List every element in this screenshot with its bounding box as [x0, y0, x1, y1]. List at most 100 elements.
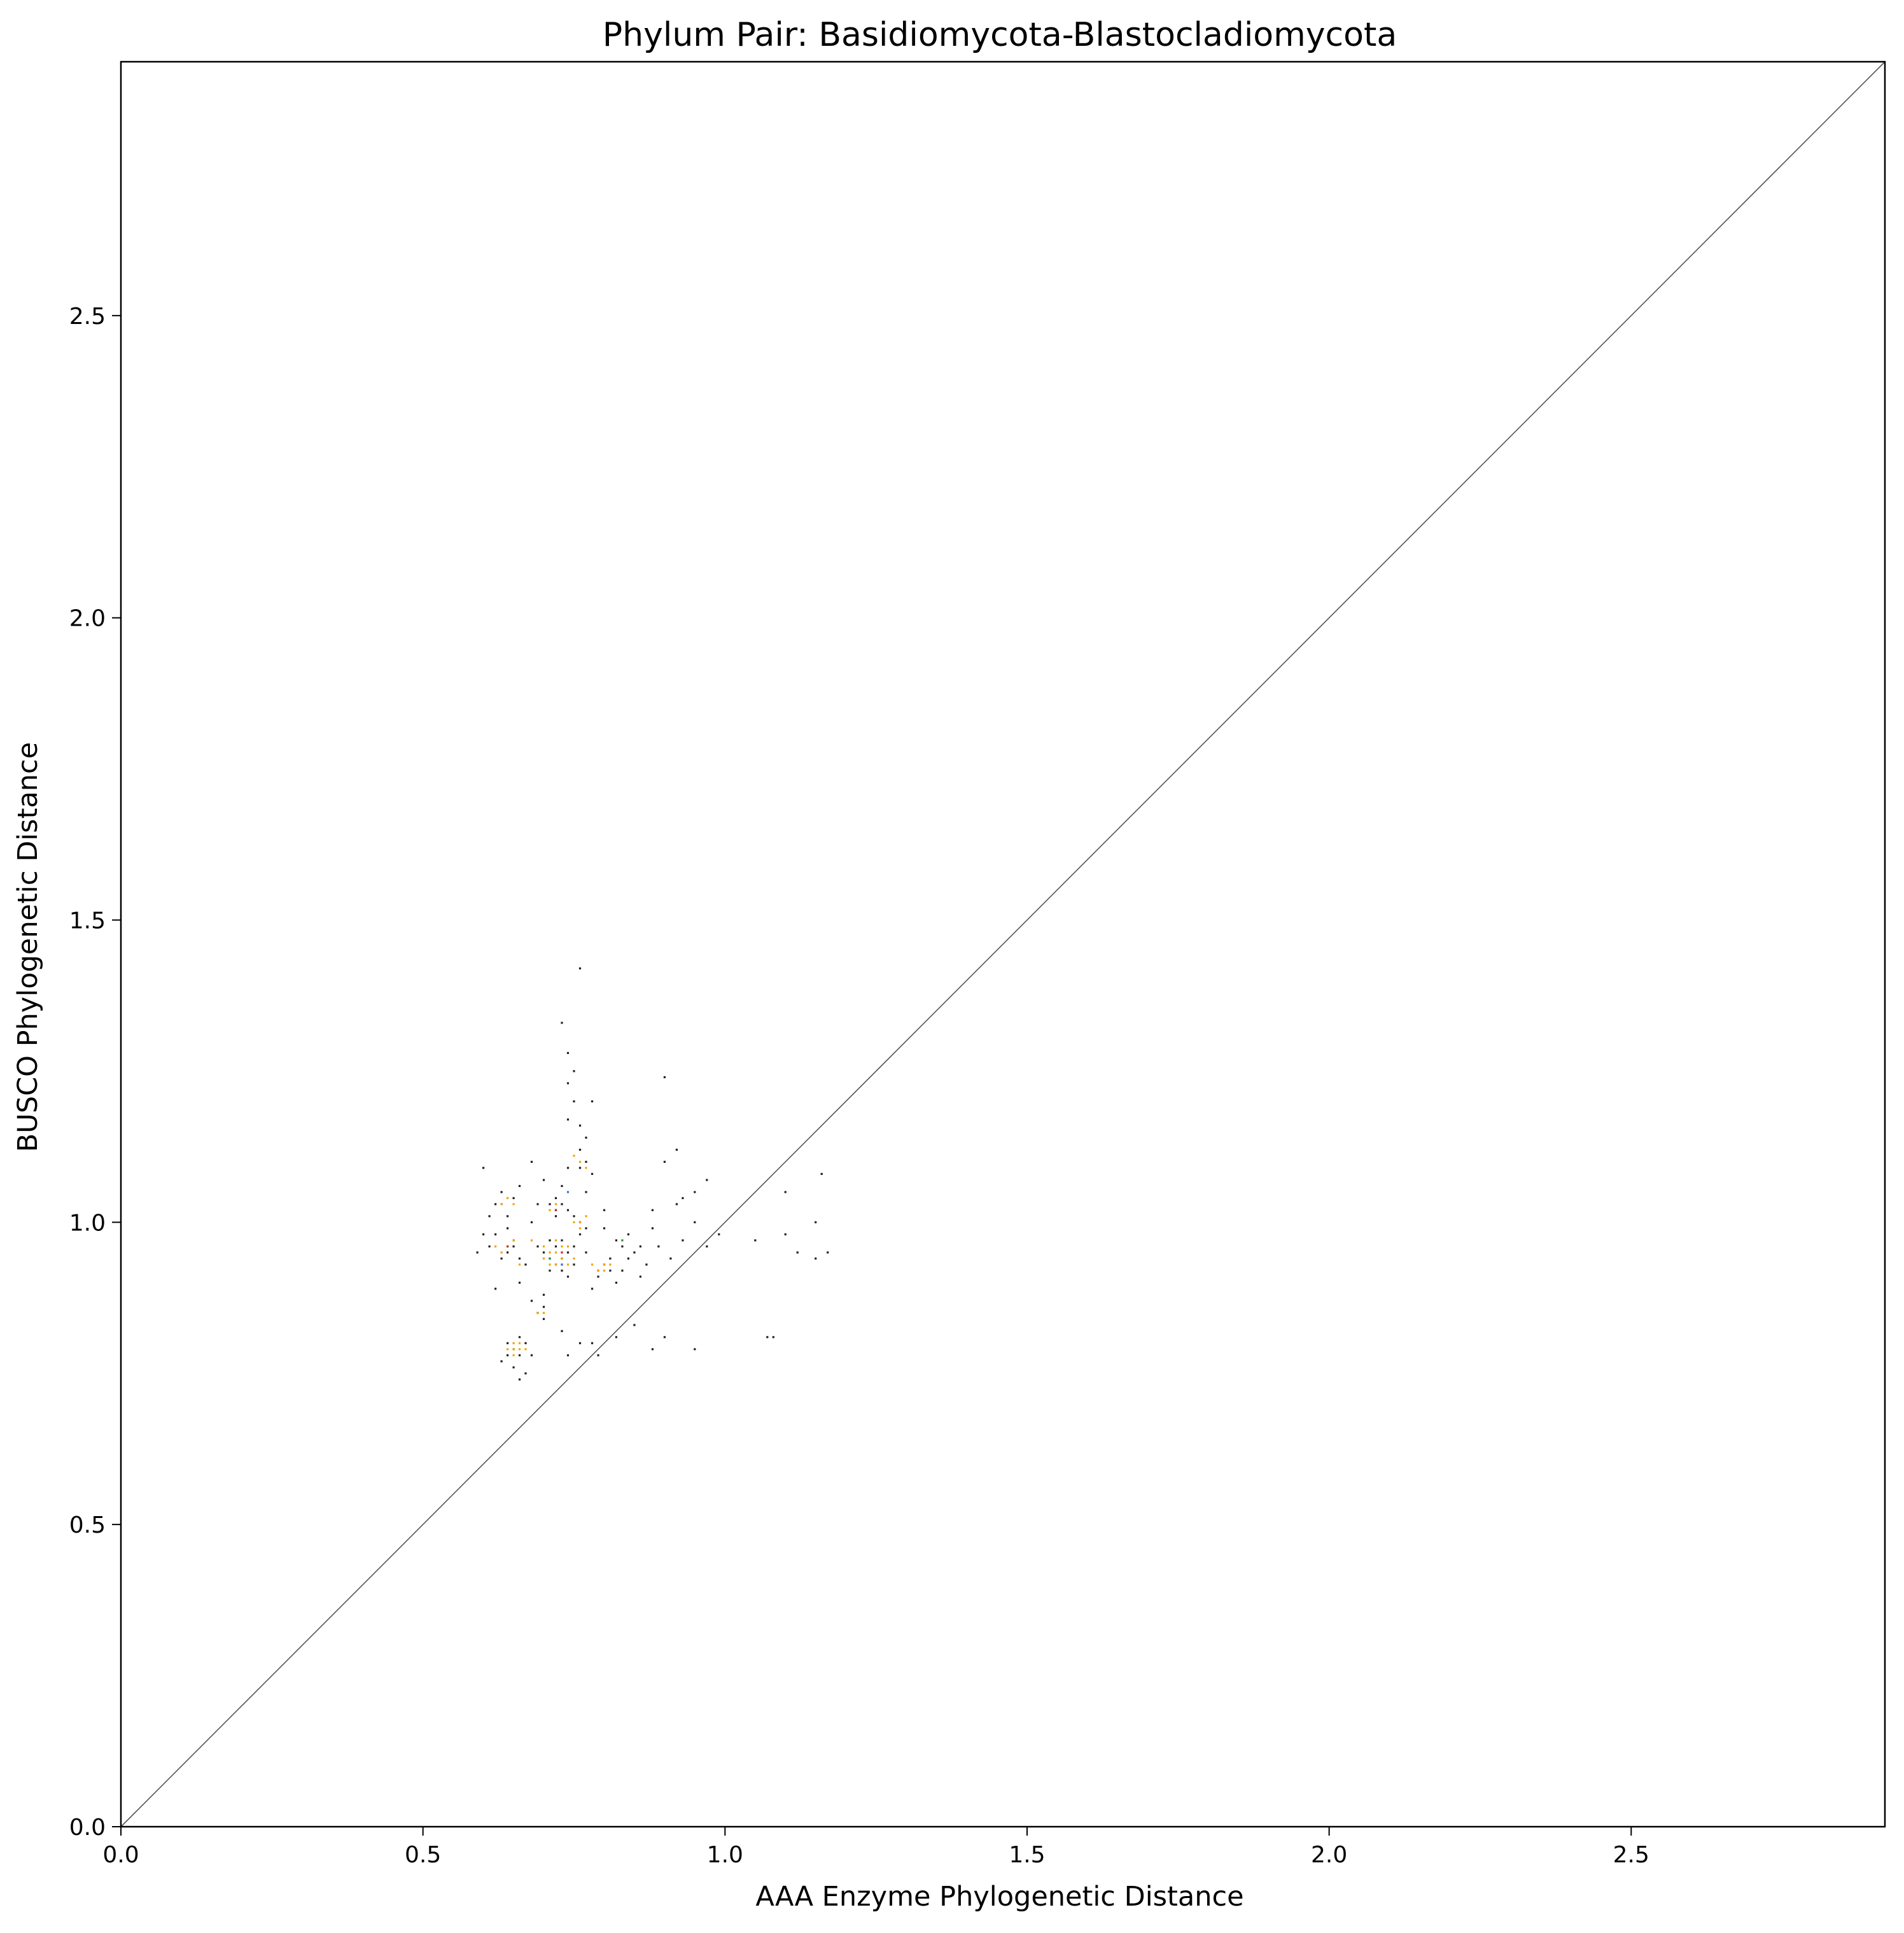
data-point: [507, 1245, 509, 1248]
data-point: [706, 1245, 708, 1248]
data-point: [524, 1342, 527, 1344]
data-point: [530, 1300, 533, 1302]
y-axis-label: BUSCO Phylogenetic Distance: [12, 742, 44, 1152]
data-point: [578, 1160, 582, 1163]
x-axis-label: AAA Enzyme Phylogenetic Distance: [755, 1881, 1243, 1913]
data-point: [566, 1251, 570, 1254]
data-point: [663, 1076, 666, 1078]
data-point: [766, 1336, 769, 1339]
data-point: [591, 1100, 594, 1102]
data-point: [494, 1203, 497, 1205]
data-point: [609, 1269, 612, 1272]
data-point: [512, 1354, 515, 1356]
data-point: [542, 1305, 545, 1308]
data-point: [524, 1348, 527, 1351]
data-point: [627, 1257, 629, 1260]
data-point: [578, 1124, 582, 1127]
data-point: [633, 1324, 636, 1326]
data-point: [507, 1197, 509, 1199]
data-point: [561, 1269, 563, 1272]
data-point: [561, 1203, 563, 1205]
data-point: [566, 1118, 570, 1121]
data-point: [507, 1342, 509, 1344]
data-point: [554, 1245, 557, 1248]
data-point: [615, 1239, 617, 1242]
data-point: [603, 1263, 606, 1266]
x-tick-label: 1.0: [707, 1842, 743, 1868]
data-point: [585, 1160, 587, 1163]
data-point: [512, 1197, 515, 1199]
data-point: [578, 1342, 582, 1344]
y-tick-label: 2.0: [69, 606, 106, 632]
data-point: [512, 1348, 515, 1351]
data-point: [578, 967, 582, 970]
data-point: [554, 1251, 557, 1254]
data-point: [561, 1330, 563, 1332]
data-point: [554, 1263, 557, 1266]
data-point: [518, 1257, 521, 1260]
data-point: [542, 1318, 545, 1320]
data-point: [784, 1191, 787, 1193]
data-point: [657, 1245, 660, 1248]
data-point: [645, 1263, 648, 1266]
data-point: [663, 1336, 666, 1339]
data-point: [566, 1276, 570, 1278]
data-point: [512, 1203, 515, 1205]
data-point: [561, 1245, 563, 1248]
data-point: [621, 1245, 624, 1248]
data-point: [591, 1263, 594, 1266]
data-point: [507, 1348, 509, 1351]
data-point: [530, 1221, 533, 1223]
data-point: [573, 1221, 575, 1223]
data-point: [573, 1245, 575, 1248]
data-point: [524, 1263, 527, 1266]
chart-title: Phylum Pair: Basidiomycota-Blastocladiom…: [603, 16, 1397, 54]
data-point: [639, 1276, 641, 1278]
data-point: [561, 1251, 563, 1254]
data-point: [554, 1197, 557, 1199]
y-tick-label: 1.0: [69, 1210, 106, 1236]
data-point: [566, 1245, 570, 1248]
data-point: [512, 1366, 515, 1368]
data-point: [500, 1203, 503, 1205]
x-tick-label: 1.5: [1009, 1842, 1045, 1868]
data-point: [566, 1167, 570, 1169]
data-point: [675, 1203, 678, 1205]
data-point: [482, 1233, 485, 1235]
plot-frame: [120, 60, 1886, 1828]
data-point: [615, 1336, 617, 1339]
data-point: [796, 1251, 799, 1254]
data-point: [718, 1233, 720, 1235]
data-point: [694, 1191, 696, 1193]
data-point: [578, 1148, 582, 1151]
data-point: [494, 1245, 497, 1248]
y-tick-label: 2.5: [69, 304, 106, 330]
data-point: [694, 1348, 696, 1351]
data-point: [561, 1263, 563, 1266]
data-point: [815, 1257, 817, 1260]
data-point: [530, 1239, 533, 1242]
data-point: [603, 1227, 606, 1230]
data-point: [566, 1051, 570, 1054]
data-point: [542, 1293, 545, 1296]
data-point: [682, 1197, 684, 1199]
data-point: [507, 1227, 509, 1230]
data-point: [597, 1269, 599, 1272]
y-axis: 0.0 0.5 1.0 1.5 2.0 2.5: [69, 304, 121, 1841]
data-point: [706, 1179, 708, 1181]
data-point: [518, 1184, 521, 1187]
data-point: [518, 1263, 521, 1266]
data-point: [542, 1312, 545, 1314]
data-point: [518, 1336, 521, 1339]
data-point: [573, 1257, 575, 1260]
data-point: [585, 1191, 587, 1193]
data-point: [578, 1233, 582, 1235]
data-point: [554, 1215, 557, 1218]
data-point: [561, 1022, 563, 1024]
data-point: [585, 1136, 587, 1139]
data-point: [518, 1348, 521, 1351]
data-point: [663, 1160, 666, 1163]
data-point: [549, 1263, 551, 1266]
data-point: [573, 1263, 575, 1266]
